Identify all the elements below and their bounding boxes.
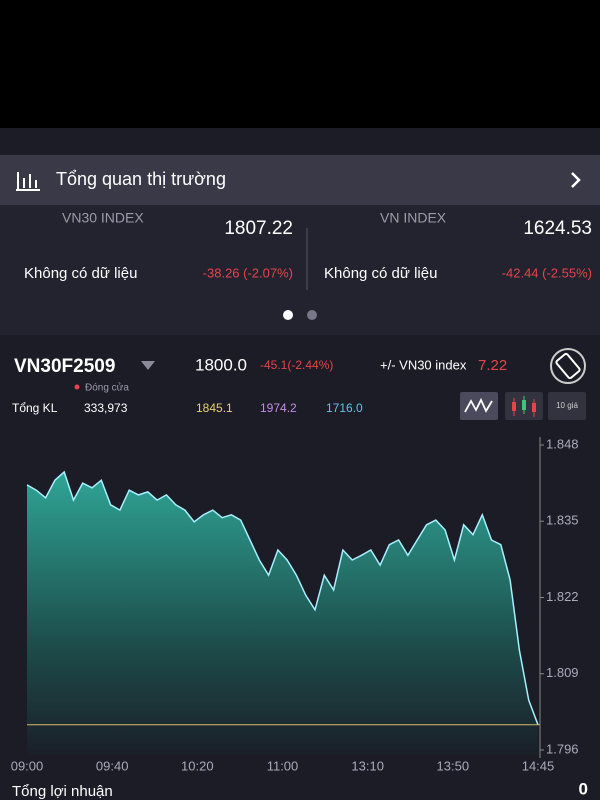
basis-value: 7.22	[478, 357, 507, 374]
y-tick-label: 1.796	[546, 741, 579, 756]
top-strip	[0, 128, 600, 155]
page-dot[interactable]	[283, 310, 293, 320]
rotate-button[interactable]	[550, 348, 586, 384]
index-name: VN30 INDEX	[62, 210, 144, 226]
volume: 333,973	[84, 401, 128, 415]
y-tick-label: 1.809	[546, 665, 579, 680]
y-tick-label: 1.822	[546, 589, 579, 604]
overview-bar[interactable]	[0, 155, 600, 205]
index-name: VN INDEX	[380, 210, 447, 226]
depth-button[interactable]	[548, 392, 586, 420]
ceiling-price: 1845.1	[196, 401, 233, 415]
page-dot[interactable]	[307, 310, 317, 320]
x-tick-label: 13:50	[437, 758, 470, 773]
index-value: 1624.53	[523, 218, 592, 239]
state-dot	[74, 384, 80, 390]
index-change: -38.26 (-2.07%)	[203, 265, 293, 280]
price-line	[26, 470, 539, 726]
profit-label: Tổng lợi nhuận	[12, 783, 113, 800]
index-panel	[0, 205, 600, 335]
candle-chart-button[interactable]	[505, 392, 543, 420]
overview-title: Tổng quan thị trường	[56, 169, 226, 189]
high-price: 1974.2	[260, 401, 297, 415]
basis-label: +/- VN30 index	[380, 357, 467, 372]
area-fill	[27, 472, 538, 755]
state: Đóng cửa	[85, 382, 129, 394]
profit-value: 0	[579, 779, 588, 798]
index-status: Không có dữ liệu	[24, 265, 137, 282]
index-value: 1807.22	[224, 218, 293, 239]
chevron[interactable]	[571, 172, 581, 188]
contract-price: 1800.0	[195, 355, 247, 374]
x-tick-label: 14:45	[522, 758, 555, 773]
volume-label: Tổng KL	[12, 401, 58, 415]
y-tick-label: 1.848	[546, 436, 579, 451]
x-tick-label: 10:20	[181, 758, 214, 773]
x-tick-label: 09:00	[11, 758, 44, 773]
status-area	[0, 0, 600, 128]
line-chart-button[interactable]	[460, 392, 498, 420]
chart-icon	[16, 172, 40, 191]
x-tick-label: 11:00	[267, 758, 299, 773]
dropdown[interactable]	[141, 361, 155, 370]
x-tick-label: 13:10	[351, 758, 384, 773]
contract-symbol[interactable]: VN30F2509	[14, 356, 115, 377]
contract-change: -45.1(-2.44%)	[260, 358, 333, 372]
index-change: -42.44 (-2.55%)	[502, 265, 592, 280]
y-tick-label: 1.835	[546, 513, 579, 528]
index-status: Không có dữ liệu	[324, 265, 437, 282]
depth-button-label: 10 giá	[556, 401, 578, 410]
x-tick-label: 09:40	[96, 758, 129, 773]
low-price: 1716.0	[326, 401, 363, 415]
